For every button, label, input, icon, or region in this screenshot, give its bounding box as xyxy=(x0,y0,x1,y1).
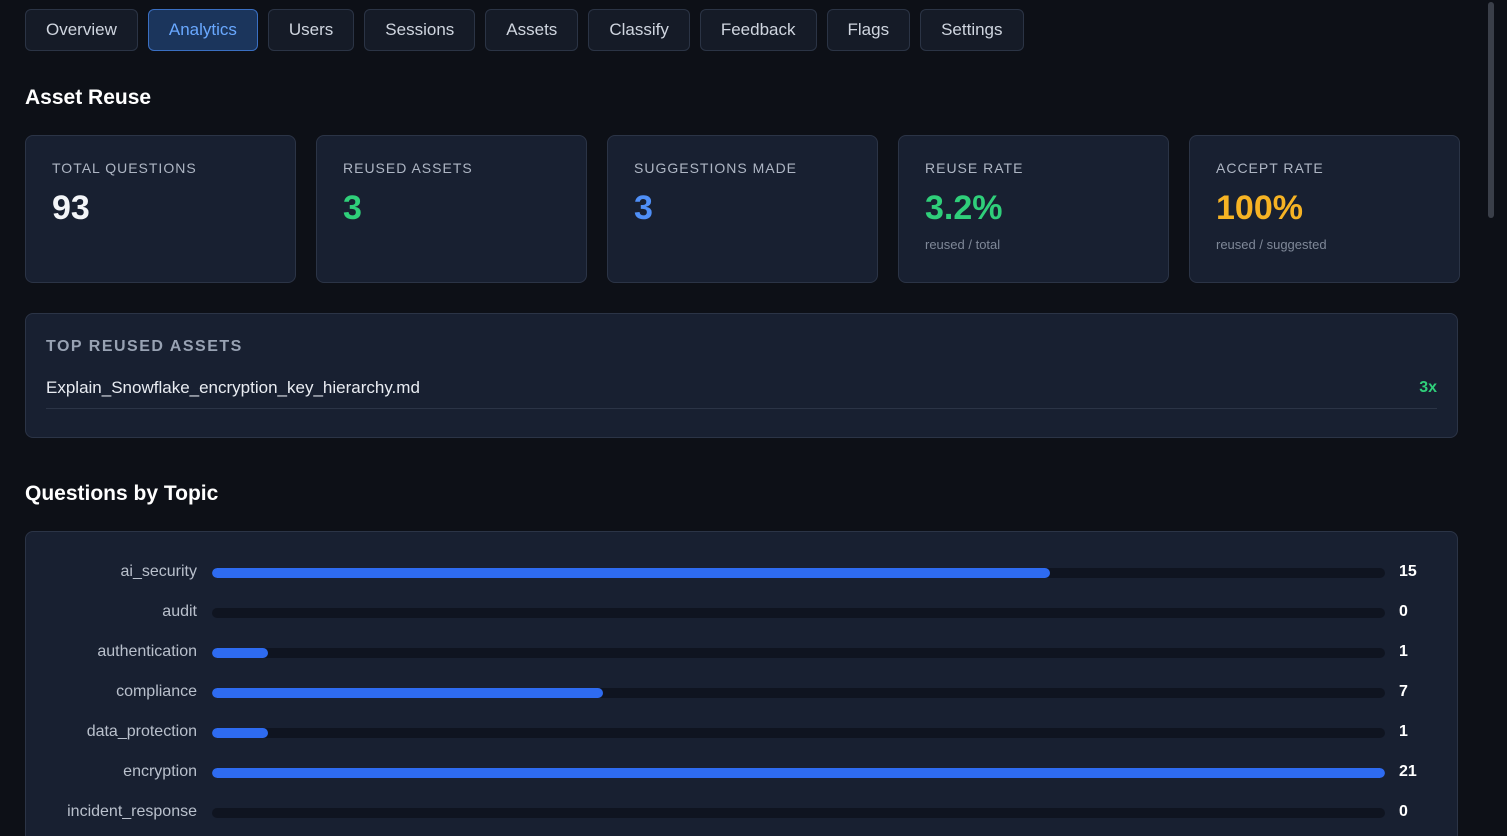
stat-card-value: 100% xyxy=(1216,189,1303,227)
stat-card-value: 93 xyxy=(52,189,90,227)
stat-card-subtext: reused / total xyxy=(925,237,1001,253)
bar-track xyxy=(212,568,1385,578)
stat-card-reused-assets: REUSED ASSETS 3 xyxy=(316,135,587,283)
bar-label: incident_response xyxy=(67,803,197,820)
bar-track xyxy=(212,808,1385,818)
bar-value-label: 0 xyxy=(1399,803,1408,820)
stat-card-total-questions: TOTAL QUESTIONS 93 xyxy=(25,135,296,283)
stat-card-label: ACCEPT RATE xyxy=(1216,160,1324,176)
asset-reuse-title: Asset Reuse xyxy=(25,86,152,109)
topic-chart-panel: ai_security 15 audit 0 authentication 1 compli… xyxy=(25,531,1458,836)
questions-by-topic-title: Questions by Topic xyxy=(25,482,219,505)
bar-label: compliance xyxy=(116,683,197,700)
scrollbar-thumb[interactable] xyxy=(1488,2,1494,218)
stat-card-value: 3.2% xyxy=(925,189,1003,227)
top-reused-list: Explain_Snowflake_encryption_key_hierarc… xyxy=(46,378,1437,409)
bar-track xyxy=(212,648,1385,658)
scrollbar[interactable] xyxy=(1488,0,1502,836)
stat-cards: TOTAL QUESTIONS 93 REUSED ASSETS 3 SUGGESTIO… xyxy=(25,135,1460,283)
bar-value-label: 21 xyxy=(1399,763,1417,780)
bar-label: authentication xyxy=(97,643,197,660)
bar xyxy=(212,648,268,658)
bar-track xyxy=(212,688,1385,698)
stat-card-subtext: reused / suggested xyxy=(1216,237,1327,253)
stat-card-accept-rate: ACCEPT RATE 100% reused / suggested xyxy=(1189,135,1460,283)
bar-label: encryption xyxy=(123,763,197,780)
bar xyxy=(212,728,268,738)
bar-track xyxy=(212,768,1385,778)
stat-card-value: 3 xyxy=(343,189,362,227)
tab-settings[interactable]: Settings xyxy=(920,9,1024,51)
bar-label: ai_security xyxy=(120,563,197,580)
bar-row-encryption: encryption 21 xyxy=(26,752,1457,792)
reuse-count: 3x xyxy=(1419,379,1437,396)
nav-tabs: Overview Analytics Users Sessions Assets Clas… xyxy=(25,9,1024,51)
bar xyxy=(212,768,1385,778)
bar-value-label: 15 xyxy=(1399,563,1417,580)
tab-assets[interactable]: Assets xyxy=(485,9,579,51)
stat-card-label: SUGGESTIONS MADE xyxy=(634,160,798,176)
stat-card-label: TOTAL QUESTIONS xyxy=(52,160,197,176)
bar xyxy=(212,688,603,698)
tab-sessions[interactable]: Sessions xyxy=(364,9,476,51)
bar-label: data_protection xyxy=(86,723,197,740)
tab-overview[interactable]: Overview xyxy=(25,9,138,51)
bar-value-label: 1 xyxy=(1399,643,1408,660)
bar-row-data-protection: data_protection 1 xyxy=(26,712,1457,752)
top-reused-assets-panel: TOP REUSED ASSETS Explain_Snowflake_encr… xyxy=(25,313,1458,438)
tab-feedback[interactable]: Feedback xyxy=(699,9,817,51)
asset-name: Explain_Snowflake_encryption_key_hierarc… xyxy=(46,378,420,397)
stat-card-label: REUSE RATE xyxy=(925,160,1024,176)
stat-card-suggestions-made: SUGGESTIONS MADE 3 xyxy=(607,135,878,283)
bar-value-label: 7 xyxy=(1399,683,1408,700)
bar-row-compliance: compliance 7 xyxy=(26,672,1457,712)
stat-card-label: REUSED ASSETS xyxy=(343,160,473,176)
bar-value-label: 1 xyxy=(1399,723,1408,740)
bar-row-audit: audit 0 xyxy=(26,592,1457,632)
bar-row-ai-security: ai_security 15 xyxy=(26,552,1457,592)
tab-analytics[interactable]: Analytics xyxy=(147,9,258,51)
list-item[interactable]: Explain_Snowflake_encryption_key_hierarc… xyxy=(46,378,1437,409)
bar-value-label: 0 xyxy=(1399,603,1408,620)
bar-label: audit xyxy=(162,603,197,620)
bar-row-incident-response: incident_response 0 xyxy=(26,792,1457,832)
tab-classify[interactable]: Classify xyxy=(588,9,690,51)
tab-users[interactable]: Users xyxy=(267,9,355,51)
stat-card-reuse-rate: REUSE RATE 3.2% reused / total xyxy=(898,135,1169,283)
tab-flags[interactable]: Flags xyxy=(826,9,911,51)
bar-track xyxy=(212,728,1385,738)
bar-row-authentication: authentication 1 xyxy=(26,632,1457,672)
bar xyxy=(212,568,1050,578)
top-reused-assets-title: TOP REUSED ASSETS xyxy=(46,338,243,355)
bar-track xyxy=(212,608,1385,618)
stat-card-value: 3 xyxy=(634,189,653,227)
